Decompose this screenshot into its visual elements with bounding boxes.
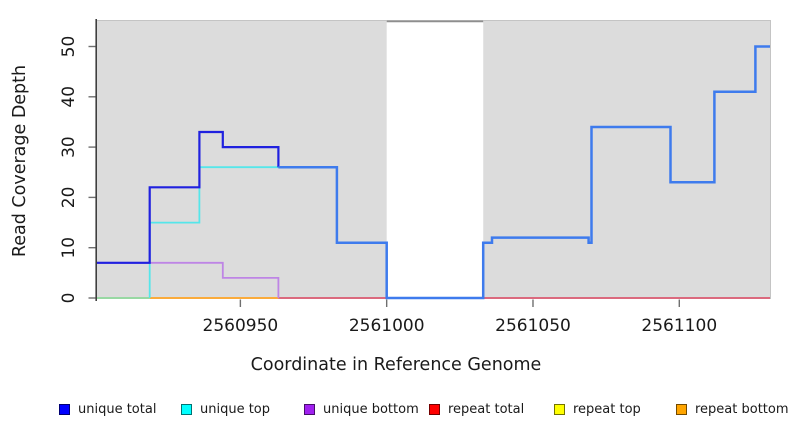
legend-item-label: repeat top — [573, 401, 641, 417]
y-tick-label: 40 — [59, 86, 79, 108]
x-tick-label: 2561050 — [495, 316, 571, 336]
x-tick-label: 2561100 — [641, 316, 717, 336]
x-axis-title: Coordinate in Reference Genome — [250, 355, 542, 375]
series-lines-layer — [97, 45, 770, 300]
x-tick-label: 2560950 — [203, 316, 279, 336]
legend: unique total unique top unique bottom re… — [0, 400, 792, 424]
y-tick-label: 0 — [59, 293, 79, 304]
legend-color-swatch — [554, 403, 565, 415]
legend-item: repeat bottom — [676, 400, 789, 418]
y-axis-title: Read Coverage Depth — [10, 64, 30, 258]
legend-item-label: repeat bottom — [695, 401, 789, 417]
x-tick-label: 2561000 — [349, 316, 425, 336]
unique-bottom-line — [97, 261, 280, 298]
legend-item-label: unique top — [200, 401, 271, 417]
legend-item: unique bottom — [304, 400, 419, 418]
legend-item-label: repeat total — [448, 401, 525, 417]
y-tick-label: 30 — [59, 136, 79, 158]
legend-color-swatch — [429, 403, 440, 415]
legend-color-swatch — [676, 403, 687, 415]
plot-background-layer — [97, 20, 771, 299]
gap-band — [386, 20, 484, 299]
legend-color-swatch — [59, 403, 70, 415]
legend-item-label: unique total — [78, 401, 157, 417]
y-tick-label: 20 — [59, 187, 79, 209]
y-tick-label: 50 — [59, 36, 79, 58]
legend-item: unique top — [181, 400, 270, 418]
legend-color-swatch — [304, 403, 315, 415]
legend-item: unique total — [59, 400, 156, 418]
axes-layer: 0 10 20 30 40 50 2560950 2561000 2561050 2561100 — [59, 19, 717, 336]
unique-total-line-left — [97, 130, 280, 264]
unique-total-line-right — [278, 45, 770, 300]
legend-color-swatch — [181, 403, 192, 415]
legend-item-label: unique bottom — [323, 401, 419, 417]
y-tick-label: 10 — [59, 237, 79, 259]
legend-item: repeat total — [429, 400, 524, 418]
legend-item: repeat top — [554, 400, 641, 418]
